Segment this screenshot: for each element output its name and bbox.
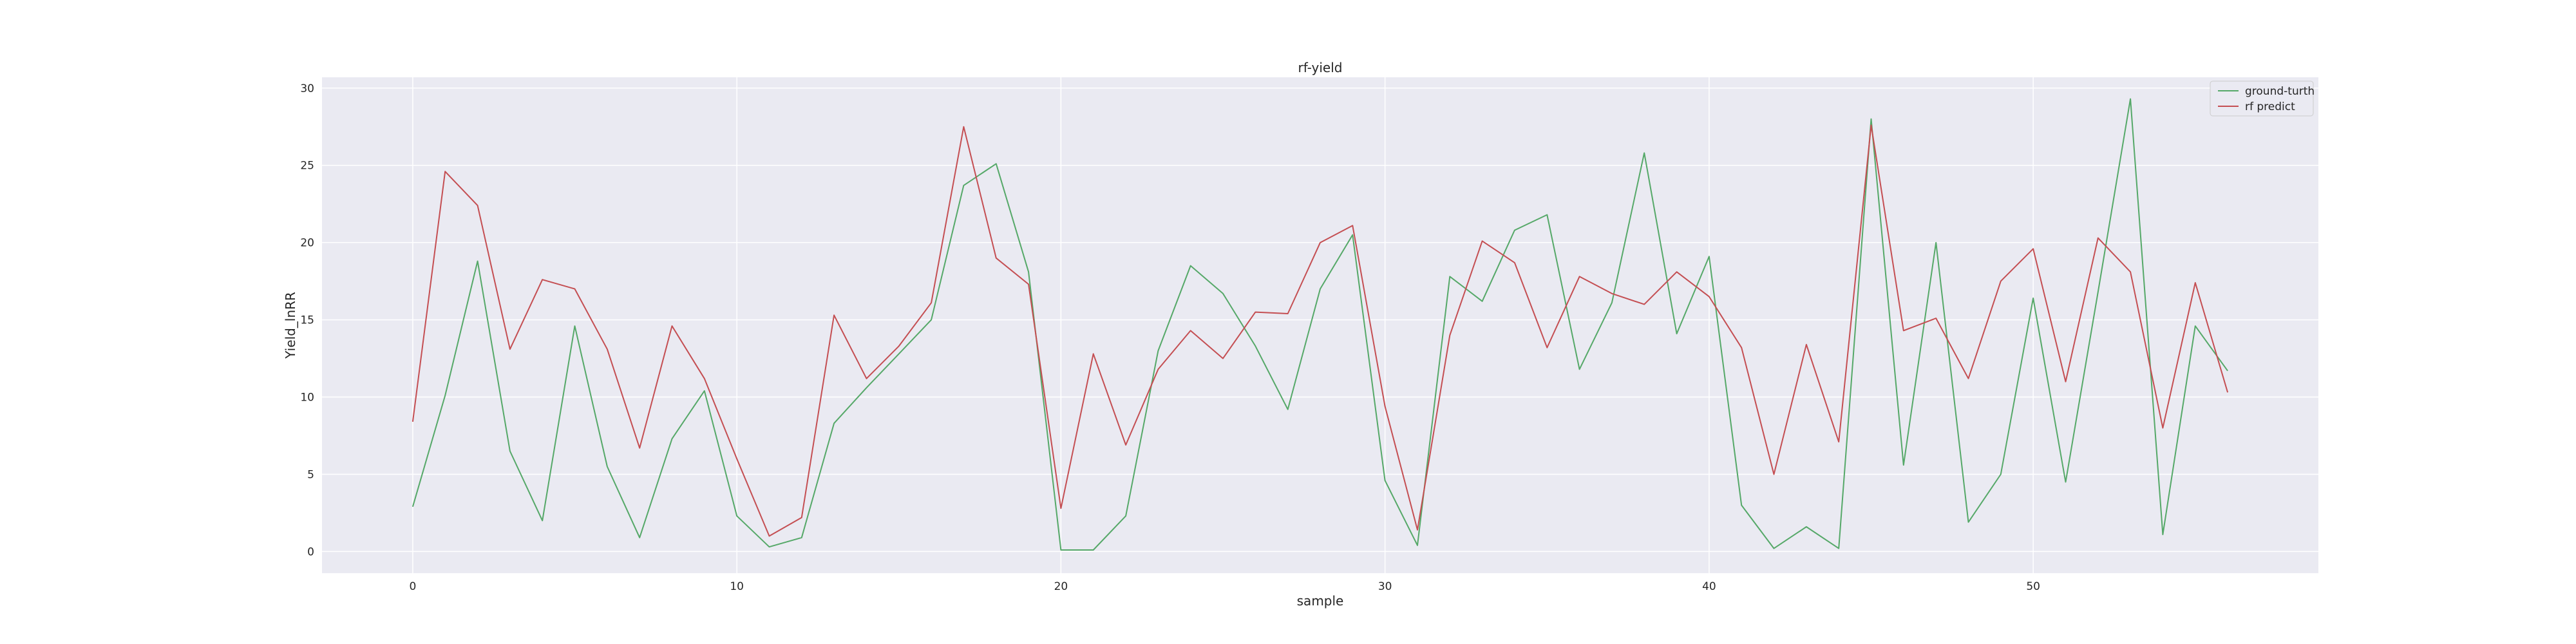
x-tick-label: 20 xyxy=(1054,580,1068,593)
legend-label-rf-predict: rf predict xyxy=(2245,100,2295,113)
y-tick-label: 25 xyxy=(300,160,314,173)
legend-box xyxy=(2210,80,2314,117)
y-axis-label: Yield_lnRR xyxy=(283,292,298,359)
y-tick-label: 20 xyxy=(300,237,314,250)
x-axis-label: sample xyxy=(1297,593,1344,609)
y-tick-label: 15 xyxy=(300,314,314,327)
y-tick-labels: 0 5 10 15 20 25 30 xyxy=(300,82,314,559)
y-tick-label: 0 xyxy=(307,545,314,558)
y-tick-label: 10 xyxy=(300,392,314,404)
x-tick-label: 0 xyxy=(409,580,416,593)
chart-title: rf-yield xyxy=(1298,60,1343,75)
x-tick-label: 30 xyxy=(1378,580,1392,593)
y-tick-label: 5 xyxy=(307,468,314,481)
series-line-rf-predict xyxy=(412,124,2229,537)
x-tick-label: 40 xyxy=(1702,580,1716,593)
x-tick-labels: 0 10 20 30 40 50 xyxy=(409,580,2040,593)
series-line-ground-turth xyxy=(412,98,2228,551)
x-tick-label: 10 xyxy=(730,580,744,593)
y-tick-label: 30 xyxy=(300,82,314,95)
series-lines xyxy=(412,98,2229,551)
legend-label-ground-turth: ground-turth xyxy=(2245,85,2315,98)
x-tick-label: 50 xyxy=(2026,580,2040,593)
legend: ground-turth rf predict xyxy=(2210,80,2315,117)
